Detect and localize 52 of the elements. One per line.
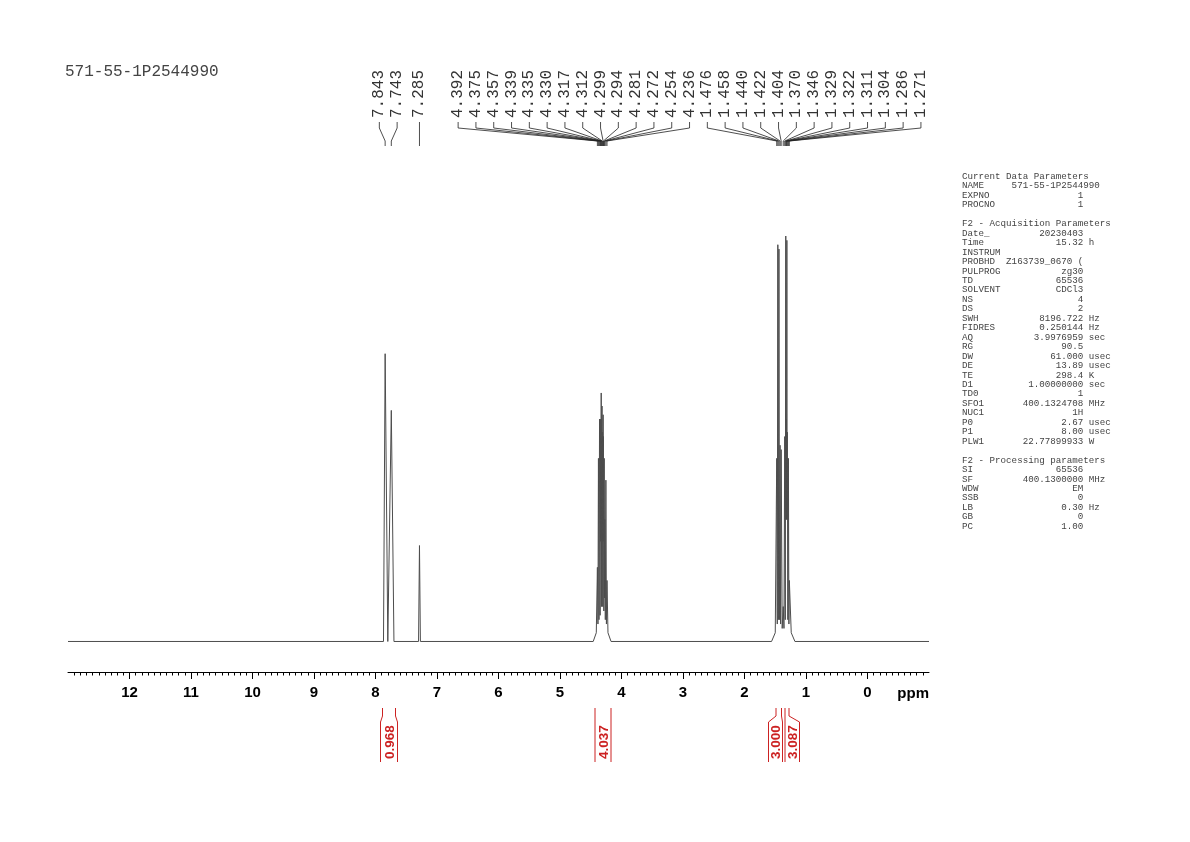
text: F2 - Acquisition Parameters Date_ 20230403 Time 15.32 h INSTRUM PROBHD Z163739_0670 ( PULPROG zg30 TD 65536 SOLVENT CDCl3 NS 4 DS 2 SWH 8196.722 Hz FIDRES 0.250144 Hz AQ 3.9976959 sec RG 90.5 DW 61.000 usec DE 13.89 usec TE 298.4 K D1 1.00000000 sec TD0 1 SFO1 400.1324708 MHz NUC1 1H P0 2.67 usec P1 8.00 usec PLW1 22.77899933 W [962, 218, 1111, 447]
x-tick-label: 2 [740, 683, 749, 700]
text: 0.968 [381, 724, 397, 759]
text: 3.087 [784, 725, 800, 759]
text: 4.037 [595, 725, 611, 759]
annotation: 4.392 [449, 69, 468, 118]
annotation: 1.476 [698, 69, 717, 118]
annotation: 7.843 [370, 69, 389, 118]
annotation: 4.339 [502, 69, 521, 118]
annotation: 1.404 [769, 69, 788, 118]
x-tick-label: 5 [555, 683, 565, 700]
annotation: 4.330 [538, 69, 557, 118]
text: 3.000 [768, 725, 783, 759]
annotation: 4.357 [484, 69, 503, 118]
text: Current Data Parameters NAME 571-55-1P2544990 EXPNO 1 PROCNO 1 [962, 171, 1101, 211]
annotation: 4.312 [573, 69, 592, 118]
annotation: 1.440 [733, 69, 752, 118]
text: F2 - Processing parameters SI 65536 SF 400.1300000 MHz WDW EM SSB 0 LB 0.30 Hz GB 0 PC 1.00 [962, 454, 1107, 532]
annotation: 4.375 [466, 69, 485, 118]
annotation: 1.329 [822, 69, 841, 118]
x-tick-label: 6 [494, 683, 503, 700]
annotation: 1.458 [716, 69, 735, 118]
annotation: 4.335 [520, 69, 539, 118]
annotation: 4.317 [555, 69, 574, 118]
annotation: 4.272 [644, 69, 663, 118]
x-tick-label: 9 [309, 683, 319, 700]
x-tick-label: 0 [863, 683, 872, 700]
annotation: 1.322 [840, 69, 859, 118]
annotation: 1.304 [876, 69, 895, 118]
annotation: 1.286 [894, 69, 913, 118]
x-tick-label: 7 [432, 683, 442, 700]
annotation: 4.281 [627, 69, 646, 118]
annotation: 7.285 [410, 69, 429, 118]
x-tick-label: 3 [678, 683, 688, 700]
x-tick-label: 12 [121, 683, 138, 700]
annotation: 4.299 [591, 69, 610, 118]
x-tick-label: 1 [801, 683, 811, 700]
x-tick-label: 8 [371, 683, 380, 700]
x-tick-label: 11 [183, 683, 199, 700]
annotation: 1.271 [911, 69, 930, 118]
chart-title: 571-55-1P2544990 [65, 63, 219, 81]
annotation: 4.236 [680, 69, 699, 118]
annotation: 1.311 [858, 69, 877, 118]
x-axis-title: ppm [897, 684, 930, 701]
annotation: 7.743 [388, 69, 407, 118]
annotation: 1.346 [805, 69, 824, 118]
x-tick-label: 4 [617, 683, 627, 700]
annotation: 4.294 [609, 69, 628, 118]
x-tick-label: 10 [244, 683, 261, 700]
annotation: 1.370 [787, 69, 806, 118]
annotation: 1.422 [751, 69, 770, 118]
annotation: 4.254 [662, 69, 681, 118]
